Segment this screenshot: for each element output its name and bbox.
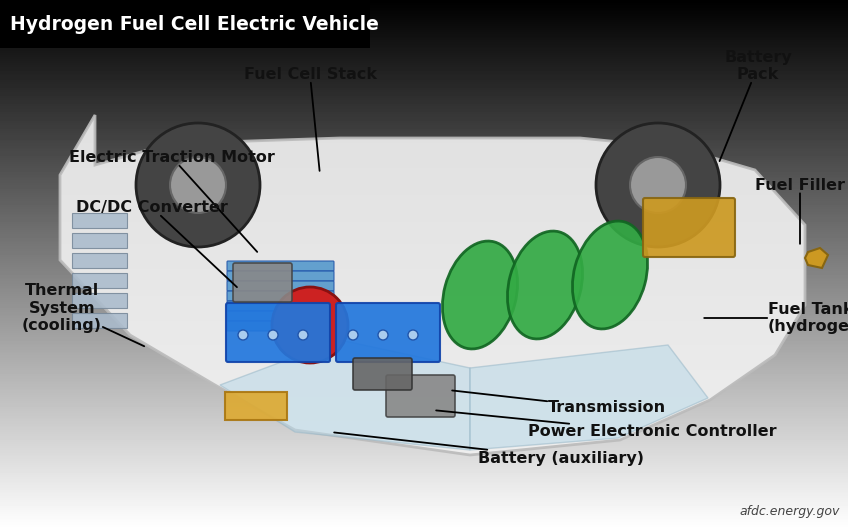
- Bar: [72, 213, 127, 228]
- Text: afdc.energy.gov: afdc.energy.gov: [739, 505, 840, 518]
- Circle shape: [378, 330, 388, 340]
- Text: Battery (auxiliary): Battery (auxiliary): [334, 432, 644, 465]
- Polygon shape: [60, 115, 805, 455]
- FancyBboxPatch shape: [226, 303, 330, 362]
- Text: Thermal
System
(cooling): Thermal System (cooling): [22, 283, 144, 346]
- FancyBboxPatch shape: [227, 271, 334, 281]
- FancyBboxPatch shape: [643, 198, 735, 257]
- Bar: [0, 0, 370, 48]
- Bar: [72, 313, 127, 328]
- FancyBboxPatch shape: [227, 301, 334, 311]
- Ellipse shape: [507, 231, 583, 339]
- FancyBboxPatch shape: [227, 311, 334, 321]
- Polygon shape: [805, 248, 828, 268]
- Text: Hydrogen Fuel Cell Electric Vehicle: Hydrogen Fuel Cell Electric Vehicle: [10, 14, 379, 33]
- Text: Transmission: Transmission: [452, 391, 667, 416]
- Circle shape: [630, 157, 686, 213]
- Circle shape: [272, 287, 348, 363]
- Circle shape: [170, 157, 226, 213]
- Text: DC/DC Converter: DC/DC Converter: [76, 200, 237, 287]
- Text: Fuel Filler: Fuel Filler: [755, 178, 845, 244]
- Circle shape: [596, 123, 720, 247]
- Ellipse shape: [572, 221, 648, 329]
- Bar: [72, 273, 127, 288]
- FancyBboxPatch shape: [336, 303, 440, 362]
- Bar: [225, 392, 287, 420]
- Polygon shape: [470, 345, 708, 450]
- FancyBboxPatch shape: [227, 261, 334, 271]
- Bar: [72, 233, 127, 248]
- Ellipse shape: [443, 241, 517, 349]
- Circle shape: [268, 330, 278, 340]
- Text: Fuel Tank
(hydrogen): Fuel Tank (hydrogen): [704, 302, 848, 334]
- FancyBboxPatch shape: [353, 358, 412, 390]
- FancyBboxPatch shape: [227, 281, 334, 291]
- FancyBboxPatch shape: [227, 291, 334, 301]
- FancyBboxPatch shape: [233, 263, 292, 302]
- Circle shape: [408, 330, 418, 340]
- Polygon shape: [220, 340, 470, 450]
- Text: Electric Traction Motor: Electric Traction Motor: [69, 150, 275, 252]
- Text: Fuel Cell Stack: Fuel Cell Stack: [243, 67, 377, 171]
- Circle shape: [238, 330, 248, 340]
- Text: Power Electronic Controller: Power Electronic Controller: [436, 410, 777, 439]
- Circle shape: [348, 330, 358, 340]
- Bar: [72, 253, 127, 268]
- Circle shape: [298, 330, 308, 340]
- FancyBboxPatch shape: [386, 375, 455, 417]
- Bar: [72, 293, 127, 308]
- Circle shape: [136, 123, 260, 247]
- Text: Battery
Pack: Battery Pack: [720, 50, 792, 161]
- FancyBboxPatch shape: [227, 321, 334, 331]
